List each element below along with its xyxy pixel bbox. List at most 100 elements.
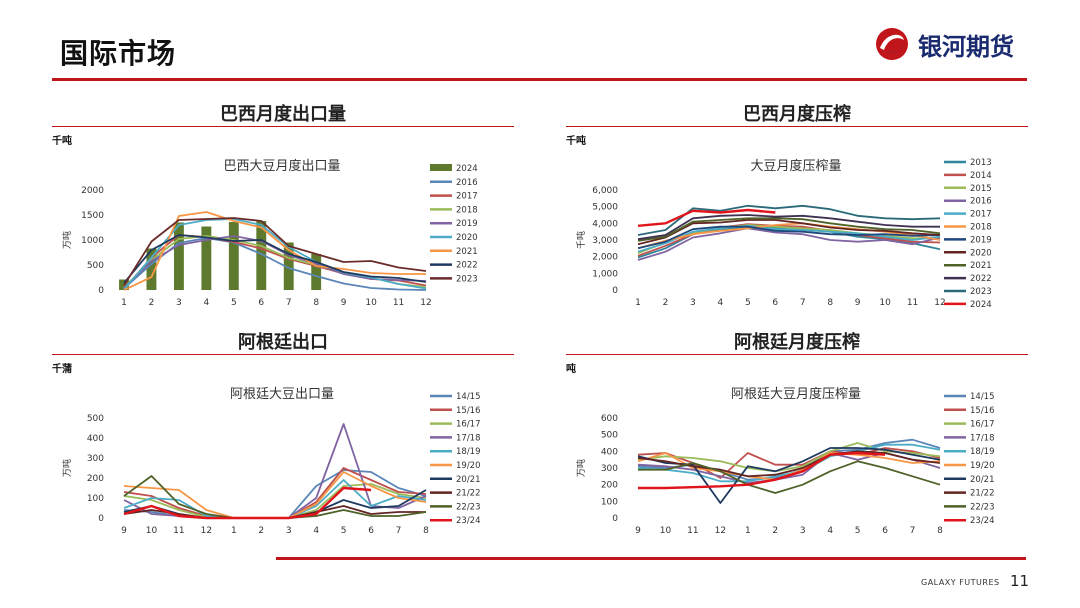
- panel-divider: [52, 126, 514, 127]
- series-line: [637, 442, 941, 473]
- y-tick-label: 0: [98, 286, 104, 296]
- x-tick-label: 5: [231, 298, 237, 308]
- legend-label: 2017: [970, 210, 992, 220]
- y-tick-label: 2,000: [592, 253, 618, 263]
- legend-label: 2023: [970, 287, 992, 297]
- x-tick-label: 2: [663, 298, 669, 308]
- legend-label: 21/22: [970, 489, 995, 499]
- y-tick-label: 1500: [81, 211, 104, 221]
- chart-panel-argentina-crush: 阿根廷月度压榨 吨 阿根廷大豆月度压榨量 0 100 200 300 400 500 600 万…: [566, 328, 1028, 540]
- legend-label: 2024: [456, 164, 478, 174]
- y-tick-label: 600: [601, 414, 618, 424]
- series-line: [637, 217, 941, 242]
- y-tick-label: 0: [612, 514, 618, 524]
- x-tick-label: 9: [635, 526, 641, 536]
- panel-divider: [566, 126, 1028, 127]
- x-tick-label: 4: [203, 298, 209, 308]
- legend-label: 2024: [970, 300, 992, 310]
- chart-panel-brazil-crush: 巴西月度压榨 千吨 大豆月度压榨量 0 1,000 2,000 3,000 4,000 5,…: [566, 100, 1028, 312]
- y-axis-label: 万吨: [61, 459, 73, 477]
- y-tick-label: 100: [601, 497, 618, 507]
- legend-label: 16/17: [970, 420, 995, 430]
- series-line: [637, 219, 941, 246]
- series-line: [637, 214, 940, 241]
- x-tick-label: 6: [772, 298, 778, 308]
- series-line: [637, 224, 941, 253]
- x-tick-label: 10: [660, 526, 672, 536]
- series-line: [123, 234, 427, 284]
- header-divider: [52, 78, 1027, 81]
- series-line: [123, 211, 426, 291]
- y-tick-label: 6,000: [592, 186, 618, 196]
- x-tick-label: 7: [396, 526, 402, 536]
- legend-label: 23/24: [970, 516, 995, 526]
- x-tick-label: 4: [313, 526, 319, 536]
- x-tick-label: 7: [286, 298, 292, 308]
- x-tick-label: 11: [393, 298, 404, 308]
- y-tick-label: 0: [612, 286, 618, 296]
- legend-swatch: [430, 164, 452, 171]
- legend-label: 19/20: [970, 461, 995, 471]
- series-line: [637, 225, 941, 250]
- legend-label: 14/15: [970, 392, 995, 402]
- series-line: [123, 486, 372, 520]
- unit-label: 千吨: [52, 136, 72, 147]
- chart-title: 巴西大豆月度出口量: [223, 158, 340, 174]
- x-tick-label: 12: [201, 526, 212, 536]
- y-tick-label: 4,000: [592, 219, 618, 229]
- y-tick-label: 2000: [81, 186, 104, 196]
- y-tick-label: 500: [87, 261, 104, 271]
- legend-label: 17/18: [456, 433, 481, 443]
- legend-label: 2017: [456, 192, 478, 202]
- legend-label: 22/23: [970, 502, 995, 512]
- x-tick-label: 7: [910, 526, 916, 536]
- legend-label: 2014: [970, 171, 992, 181]
- x-tick-label: 11: [907, 298, 918, 308]
- legend-label: 20/21: [970, 475, 995, 485]
- brand-name: 银河期货: [918, 32, 1014, 61]
- x-tick-label: 5: [341, 526, 347, 536]
- series-line: [637, 450, 941, 478]
- legend-label: 2018: [456, 205, 478, 215]
- bar: [146, 248, 157, 290]
- series-line: [637, 447, 941, 479]
- brand-logo: 银河期货: [872, 26, 1014, 62]
- y-tick-label: 3,000: [592, 236, 618, 246]
- bar: [201, 226, 212, 290]
- x-tick-label: 1: [231, 526, 237, 536]
- legend-label: 2020: [456, 233, 478, 243]
- y-axis-label: 万吨: [61, 231, 73, 249]
- chart-brazil-crush: 大豆月度压榨量 0 1,000 2,000 3,000 4,000 5,000 6,000 千吨…: [575, 158, 992, 310]
- legend-label: 21/22: [456, 489, 481, 499]
- x-tick-label: 9: [341, 298, 347, 308]
- legend-label: 17/18: [970, 433, 995, 443]
- bar: [311, 254, 322, 290]
- chart-title: 阿根廷大豆出口量: [230, 387, 334, 402]
- x-tick-label: 8: [313, 298, 319, 308]
- series-line: [638, 451, 886, 490]
- legend-label: 2023: [456, 274, 478, 284]
- legend-label: 15/16: [970, 406, 995, 416]
- y-tick-label: 300: [601, 464, 618, 474]
- legend-label: 18/19: [970, 447, 995, 457]
- x-tick-label: 8: [423, 526, 429, 536]
- x-tick-label: 11: [687, 526, 698, 536]
- x-tick-label: 3: [286, 526, 292, 536]
- x-tick-label: 5: [745, 298, 751, 308]
- y-tick-label: 500: [87, 414, 104, 424]
- legend-label: 20/21: [456, 475, 481, 485]
- chart-panel-argentina-exports: 阿根廷出口 千蒲 阿根廷大豆出口量 0 100 200 300 400 500 万吨 9 10 11…: [52, 328, 514, 540]
- series-line: [123, 218, 427, 291]
- series-line: [123, 237, 427, 291]
- panel-title: 阿根廷出口: [238, 332, 328, 353]
- x-tick-label: 3: [800, 526, 806, 536]
- bar: [256, 221, 267, 290]
- x-tick-label: 2: [258, 526, 264, 536]
- legend-label: 2022: [456, 261, 478, 271]
- x-tick-label: 11: [173, 526, 184, 536]
- x-tick-label: 12: [715, 526, 726, 536]
- legend-label: 14/15: [456, 392, 481, 402]
- footer-divider: [276, 557, 1026, 560]
- panel-title: 巴西月度出口量: [220, 104, 346, 125]
